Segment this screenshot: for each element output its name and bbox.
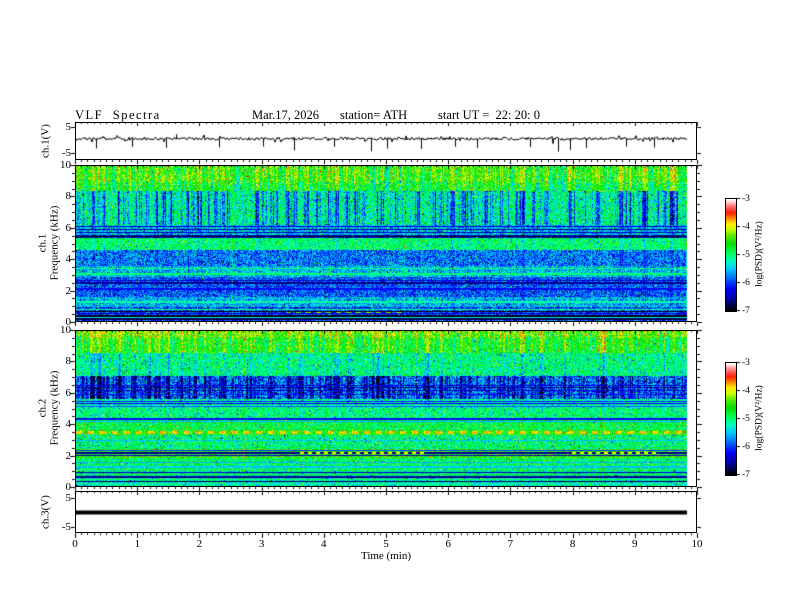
time-tick-label: 2 [196, 538, 203, 550]
ch2-frequency-axis-label: Frequency (kHz) [48, 370, 60, 446]
frequency-tick-label: 6 [65, 386, 72, 399]
time-tick-label: 6 [445, 538, 451, 550]
colorbar-1-tick-label: -3 [742, 194, 750, 204]
time-tick-label: 5 [383, 538, 389, 550]
colorbar-2-tick-label: -3 [742, 358, 750, 368]
ch1-spectrogram-canvas [76, 166, 696, 321]
plot-title: VLF Spectra [75, 108, 161, 122]
frequency-tick-label: 0 [65, 481, 72, 493]
ch1-voltage-canvas [76, 123, 696, 159]
frequency-tick-label: 8 [65, 190, 72, 203]
ch1-frequency-axis-label: Frequency (kHz) [48, 205, 60, 281]
colorbar-1-tick-label: -4 [742, 222, 750, 232]
time-tick-label: 10 [691, 538, 703, 550]
time-tick-label: 8 [569, 538, 576, 550]
colorbar-1-label: log(PSD)(V²/Hz) [754, 221, 765, 287]
time-tick-label: 0 [72, 538, 78, 550]
ch2-spectrogram-ylabel: ch.2 Frequency (kHz) [36, 370, 61, 446]
ch1-voltage-tick-label: -5 [61, 147, 71, 159]
ch1-voltage-tick-label: 5 [65, 121, 72, 133]
ch3-voltage-tick-label: 5 [65, 492, 72, 504]
ch2-channel-label: ch.2 [36, 398, 49, 418]
frequency-tick-label: 8 [65, 355, 72, 368]
colorbar-2-tick-label: -4 [742, 386, 750, 396]
station-label: station= ATH [340, 108, 408, 122]
time-axis-title: Time (min) [360, 550, 411, 562]
frequency-tick-label: 0 [65, 316, 72, 328]
colorbar-2-tick-label: -5 [742, 414, 750, 424]
date-label: Mar.17, 2026 [252, 108, 320, 122]
time-tick-label: 1 [134, 538, 140, 550]
frequency-tick-label: 10 [60, 324, 71, 336]
frequency-tick-label: 10 [60, 159, 71, 171]
frequency-tick-label: 2 [65, 449, 72, 462]
ch3-voltage-canvas [76, 492, 696, 532]
time-tick-label: 7 [507, 538, 514, 550]
colorbar-1-tick-label: -6 [742, 278, 750, 288]
time-tick-label: 4 [321, 538, 327, 550]
colorbar-1-tick-label: -7 [742, 306, 750, 316]
frequency-tick-label: 6 [65, 221, 72, 234]
colorbar-2-tick-label: -6 [742, 442, 750, 452]
ch1-spectrogram-ylabel: ch.1 Frequency (kHz) [36, 205, 61, 281]
ch2-spectrogram-canvas [76, 331, 696, 486]
colorbar-1-tick-label: -5 [742, 250, 750, 260]
ch3-voltage-tick-label: -5 [61, 521, 71, 533]
ch1-channel-label: ch.1 [36, 233, 49, 253]
colorbar-2-label: log(PSD)(V²/Hz) [754, 385, 765, 451]
frequency-tick-label: 2 [65, 284, 72, 297]
colorbar-2-tick-label: -7 [742, 470, 750, 480]
start-ut-label: start UT = 22: 20: 0 [438, 108, 540, 122]
frequency-tick-label: 4 [65, 418, 72, 431]
time-tick-label: 3 [258, 538, 265, 550]
time-tick-label: 9 [632, 538, 638, 550]
colorbar-2 [725, 362, 737, 476]
colorbar-1 [725, 198, 737, 312]
frequency-tick-label: 4 [65, 253, 72, 266]
